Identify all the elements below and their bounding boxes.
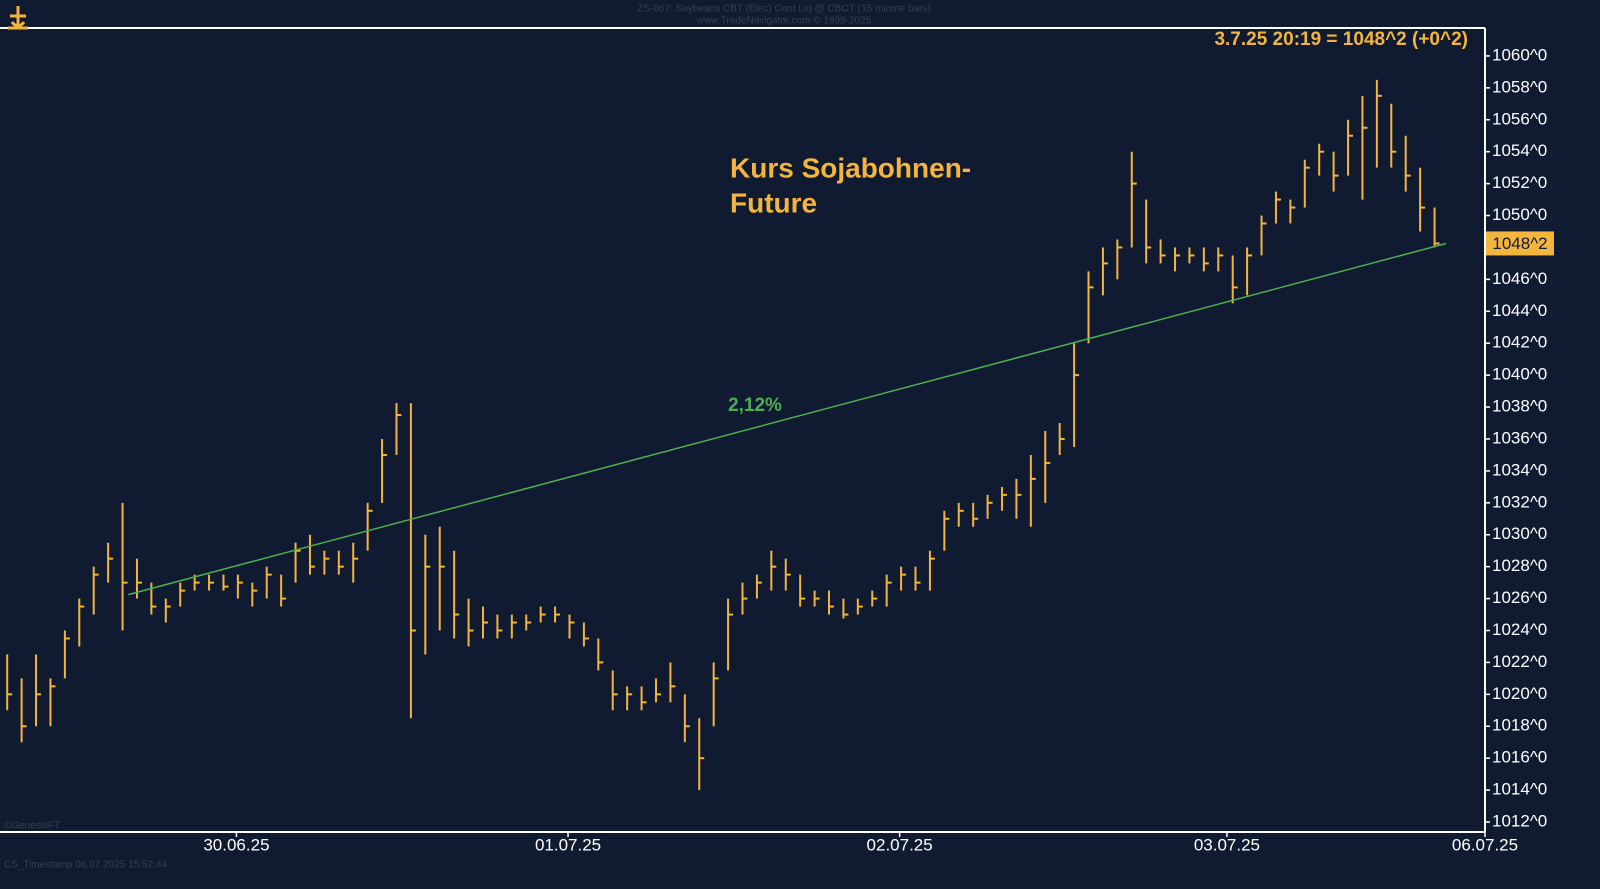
y-tick-label: 1034^0 [1492,460,1547,479]
y-tick-label: 1060^0 [1492,45,1547,64]
y-tick-label: 1038^0 [1492,397,1547,416]
y-tick-label: 1028^0 [1492,556,1547,575]
y-tick-label: 1046^0 [1492,269,1547,288]
y-tick-label: 1032^0 [1492,492,1547,511]
x-tick-label: 03.07.25 [1194,835,1260,854]
y-tick-label: 1024^0 [1492,620,1547,639]
y-tick-label: 1052^0 [1492,173,1547,192]
y-tick-label: 1022^0 [1492,652,1547,671]
x-tick-label: 02.07.25 [867,835,933,854]
y-tick-label: 1056^0 [1492,109,1547,128]
last-quote: 3.7.25 20:19 = 1048^2 (+0^2) [1214,29,1468,50]
y-tick-label: 1030^0 [1492,524,1547,543]
y-tick-label: 1014^0 [1492,780,1547,799]
y-tick-label: 1042^0 [1492,333,1547,352]
annotation: Kurs Sojabohnen- [730,152,971,183]
x-tick-label: 06.07.25 [1452,835,1518,854]
y-tick-label: 1050^0 [1492,205,1547,224]
chart-title: ZS-067: Soybeans CBT (Elec) Cont Liq @ C… [637,4,930,15]
trend-label: 2,12% [728,395,782,416]
trend-line [128,242,1447,596]
timestamp: CS_Timestamp 06.07.2025 15:52:44 [4,860,168,871]
annotation: Future [730,187,817,218]
logo [8,6,28,30]
watermark: ©GenesisFT [4,821,60,832]
y-tick-label: 1058^0 [1492,77,1547,96]
y-tick-label: 1020^0 [1492,684,1547,703]
x-tick-label: 30.06.25 [203,835,269,854]
y-tick-label: 1036^0 [1492,428,1547,447]
y-tick-label: 1054^0 [1492,141,1547,160]
x-tick-label: 01.07.25 [535,835,601,854]
y-tick-label: 1012^0 [1492,812,1547,831]
price-tag [1486,231,1554,256]
y-tick-label: 1044^0 [1492,301,1547,320]
y-tick-label: 1016^0 [1492,748,1547,767]
y-tick-label: 1026^0 [1492,588,1547,607]
y-tick-label: 1018^0 [1492,716,1547,735]
chart-subtitle: www.TradeNavigator.com © 1999-2025 [696,16,872,27]
price-tag-label: 1048^2 [1492,234,1547,253]
y-tick-label: 1040^0 [1492,365,1547,384]
